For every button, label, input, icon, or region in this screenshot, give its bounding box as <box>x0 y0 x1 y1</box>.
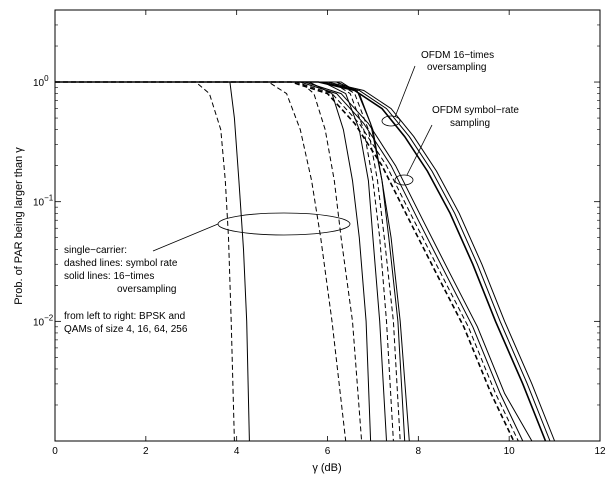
curve-17 <box>55 81 556 442</box>
plot-frame <box>54 9 601 442</box>
single-carrier-label-line2: dashed lines: symbol rate <box>64 258 178 269</box>
curve-14 <box>55 81 533 442</box>
curve-16 <box>55 81 551 442</box>
x-tick-label-2: 4 <box>234 446 240 457</box>
x-tick-label-0: 0 <box>52 446 58 457</box>
curve-11 <box>55 81 515 442</box>
ofdm16-label-line2: oversampling <box>427 62 486 73</box>
single-carrier-pointer <box>152 223 219 252</box>
y-tick-label-0: 100 <box>33 74 49 89</box>
x-tick-label-5: 10 <box>504 446 516 457</box>
order-label-line1: from left to right: BPSK and <box>64 311 185 322</box>
x-tick-label-6: 12 <box>594 446 606 457</box>
order-label-line2: QAMs of size 4, 16, 64, 256 <box>64 324 188 335</box>
y-tick-label-2: 10−2 <box>33 313 54 328</box>
ofdm-symbol-ellipse <box>394 174 414 186</box>
single-carrier-label-line4: oversampling <box>117 284 176 295</box>
x-tick-label-1: 2 <box>143 446 149 457</box>
ofdm-symbol-label-line1: OFDM symbol−rate <box>432 105 519 116</box>
curve-13 <box>55 81 524 442</box>
curve-10 <box>55 81 410 442</box>
curve-5 <box>55 81 372 442</box>
curve-12 <box>55 81 519 442</box>
y-axis-label: Prob. of PAR being larger than γ <box>13 147 25 305</box>
curve-15 <box>55 81 547 442</box>
ofdm16-label-line1: OFDM 16−times <box>421 50 494 61</box>
curve-8 <box>55 81 401 442</box>
ofdm-symbol-pointer <box>406 124 433 176</box>
ofdm16-pointer <box>394 65 416 118</box>
single-carrier-ellipse <box>217 212 351 236</box>
x-axis-label: γ (dB) <box>312 462 341 474</box>
x-tick-label-3: 6 <box>325 446 331 457</box>
single-carrier-label-line3: solid lines: 16−times <box>64 271 154 282</box>
x-ticks: 0 2 4 6 8 10 12 <box>52 10 606 457</box>
ofdm-symbol-label-line2: sampling <box>450 118 490 129</box>
curve-9 <box>55 81 406 442</box>
y-tick-label-1: 10−1 <box>33 194 54 209</box>
curves-layer <box>55 81 556 442</box>
curve-3 <box>55 81 347 442</box>
curve-4 <box>55 81 363 442</box>
single-carrier-label-line1: single−carrier: <box>64 245 127 256</box>
ofdm16-ellipse <box>381 115 401 127</box>
x-tick-label-4: 8 <box>416 446 422 457</box>
